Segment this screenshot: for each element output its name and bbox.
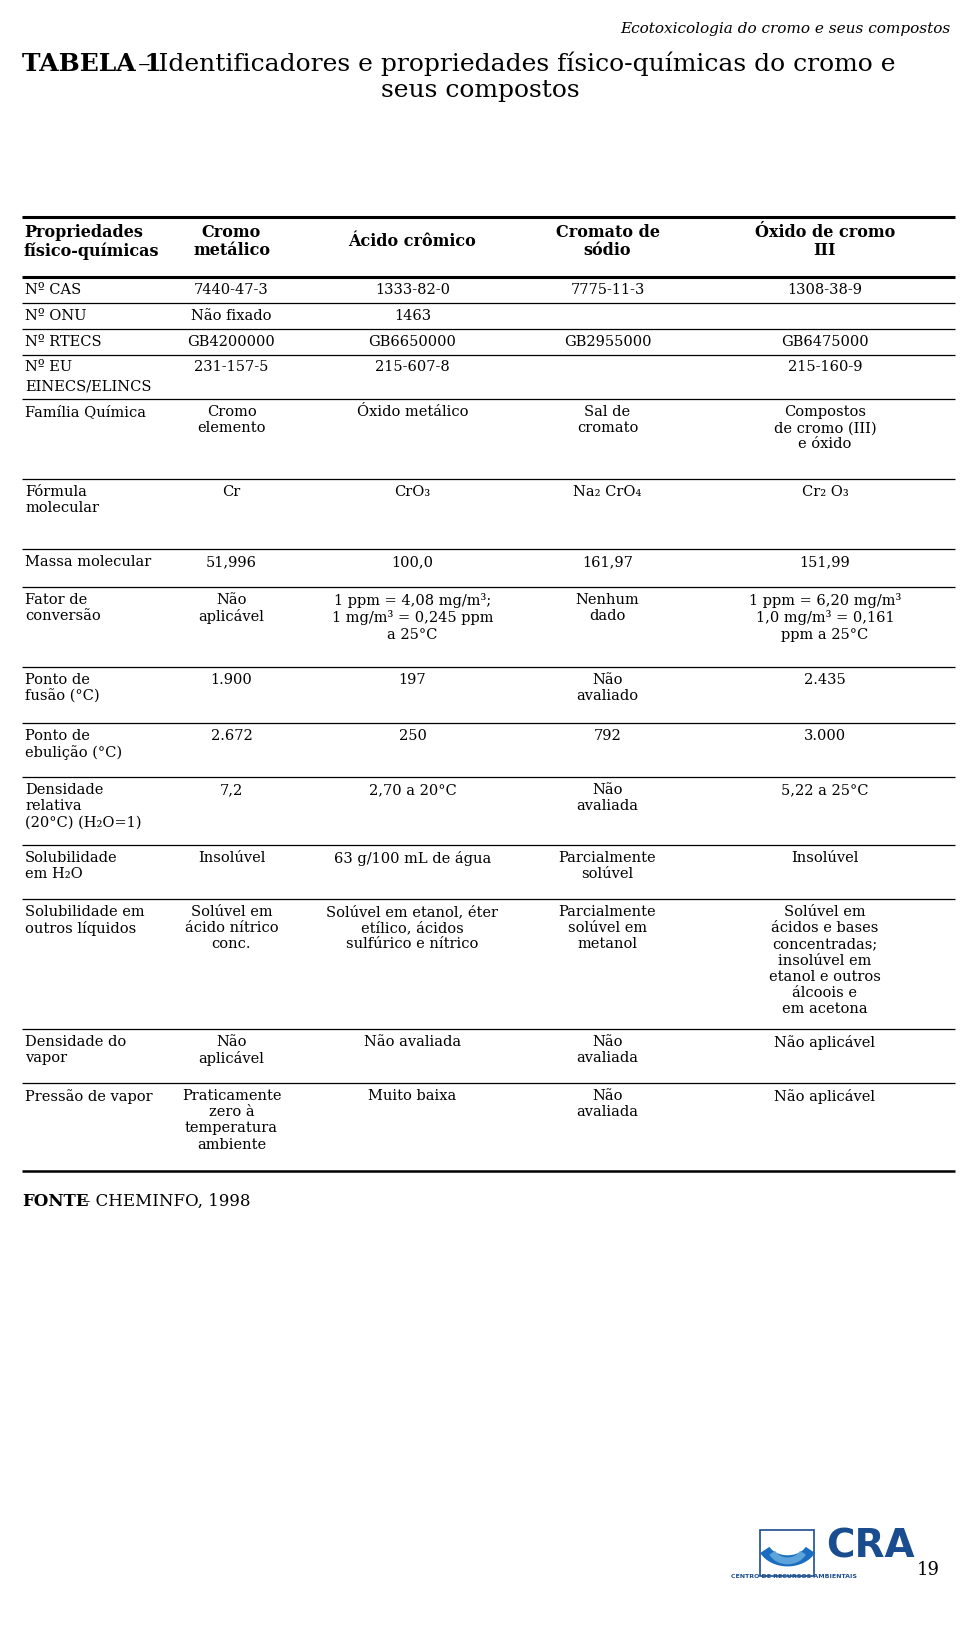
Text: Não fixado: Não fixado (191, 310, 272, 323)
Text: Solúvel em
ácido nítrico
conc.: Solúvel em ácido nítrico conc. (184, 904, 278, 952)
Text: 3.000: 3.000 (804, 730, 846, 743)
Text: Na₂ CrO₄: Na₂ CrO₄ (573, 484, 641, 499)
Text: Muito baixa: Muito baixa (369, 1089, 457, 1103)
Text: Nenhum
dado: Nenhum dado (576, 593, 639, 623)
Text: Não aplicável: Não aplicável (775, 1089, 876, 1103)
Text: Não aplicável: Não aplicável (775, 1034, 876, 1051)
Text: 5,22 a 25°C: 5,22 a 25°C (781, 782, 869, 797)
Text: 1463: 1463 (394, 310, 431, 323)
Text: 2.435: 2.435 (804, 674, 846, 687)
Text: Não
aplicável: Não aplicável (199, 593, 264, 624)
Text: 2.672: 2.672 (210, 730, 252, 743)
Text: Cromo: Cromo (202, 224, 261, 240)
Text: Densidade do
vapor: Densidade do vapor (25, 1034, 127, 1066)
Text: Fator de
conversão: Fator de conversão (25, 593, 101, 623)
Text: Óxido de cromo: Óxido de cromo (755, 224, 895, 240)
Text: Ácido crômico: Ácido crômico (348, 232, 476, 250)
Text: GB6475000: GB6475000 (781, 334, 869, 349)
Text: 7775-11-3: 7775-11-3 (570, 283, 645, 296)
Text: FONTE: FONTE (22, 1192, 88, 1211)
Text: 1 ppm = 4,08 mg/m³;
1 mg/m³ = 0,245 ppm
a 25°C: 1 ppm = 4,08 mg/m³; 1 mg/m³ = 0,245 ppm … (332, 593, 493, 642)
Text: GB2955000: GB2955000 (564, 334, 651, 349)
Text: Massa molecular: Massa molecular (25, 555, 152, 568)
Text: Parcialmente
solúvel: Parcialmente solúvel (559, 851, 657, 881)
Text: Ponto de
ebulição (°C): Ponto de ebulição (°C) (25, 730, 122, 761)
Text: 792: 792 (593, 730, 621, 743)
Text: Propriedades: Propriedades (24, 224, 143, 240)
Text: Solúvel em etanol, éter
etílico, ácidos
sulfúrico e nítrico: Solúvel em etanol, éter etílico, ácidos … (326, 904, 498, 952)
Text: Não
avaliada: Não avaliada (577, 1034, 638, 1066)
Text: 100,0: 100,0 (392, 555, 434, 568)
Text: Cromato de: Cromato de (556, 224, 660, 240)
Text: 1333-82-0: 1333-82-0 (375, 283, 450, 296)
Text: Nº CAS: Nº CAS (25, 283, 82, 296)
Text: 215-607-8: 215-607-8 (375, 361, 450, 374)
Text: Não
avaliada: Não avaliada (577, 782, 638, 814)
Text: 1308-38-9: 1308-38-9 (787, 283, 862, 296)
Text: 250: 250 (398, 730, 426, 743)
Text: Cromo
elemento: Cromo elemento (197, 405, 266, 435)
Text: CrO₃: CrO₃ (395, 484, 431, 499)
Text: Família Química: Família Química (25, 405, 146, 418)
Text: 51,996: 51,996 (206, 555, 257, 568)
Text: 1.900: 1.900 (210, 674, 252, 687)
Text: Não
aplicável: Não aplicável (199, 1034, 264, 1066)
Text: 231-157-5: 231-157-5 (194, 361, 269, 374)
Text: seus compostos: seus compostos (381, 79, 579, 102)
Text: Densidade
relativa
(20°C) (H₂O=1): Densidade relativa (20°C) (H₂O=1) (25, 782, 141, 830)
Text: sódio: sódio (584, 242, 632, 259)
Text: Nº ONU: Nº ONU (25, 310, 86, 323)
Text: 161,97: 161,97 (582, 555, 633, 568)
Text: Insolúvel: Insolúvel (198, 851, 265, 865)
Text: Nº EU: Nº EU (25, 361, 72, 374)
Text: Nº RTECS: Nº RTECS (25, 334, 102, 349)
Text: Solubilidade
em H₂O: Solubilidade em H₂O (25, 851, 118, 881)
Text: III: III (814, 242, 836, 259)
Text: Compostos
de cromo (III)
e óxido: Compostos de cromo (III) e óxido (774, 405, 876, 451)
Text: Ponto de
fusão (°C): Ponto de fusão (°C) (25, 674, 100, 703)
Text: GB6650000: GB6650000 (369, 334, 456, 349)
Text: Fórmula
molecular: Fórmula molecular (25, 484, 99, 516)
Text: – Identificadores e propriedades físico-químicas do cromo e: – Identificadores e propriedades físico-… (130, 53, 896, 76)
Text: metálico: metálico (193, 242, 270, 259)
Text: 7,2: 7,2 (220, 782, 243, 797)
Text: GB4200000: GB4200000 (187, 334, 276, 349)
Text: Praticamente
zero à
temperatura
ambiente: Praticamente zero à temperatura ambiente (181, 1089, 281, 1151)
Text: CRA: CRA (826, 1527, 915, 1565)
Text: Solubilidade em
outros líquidos: Solubilidade em outros líquidos (25, 904, 145, 937)
Text: TABELA 1: TABELA 1 (22, 53, 162, 76)
Text: físico-químicas: físico-químicas (24, 242, 159, 260)
Text: Ecotoxicologia do cromo e seus compostos: Ecotoxicologia do cromo e seus compostos (620, 21, 950, 36)
Text: Óxido metálico: Óxido metálico (357, 405, 468, 418)
Text: Insolúvel: Insolúvel (791, 851, 858, 865)
Text: Sal de
cromato: Sal de cromato (577, 405, 638, 435)
Text: Não
avaliada: Não avaliada (577, 1089, 638, 1120)
Text: 63 g/100 mL de água: 63 g/100 mL de água (334, 851, 492, 866)
Text: Parcialmente
solúvel em
metanol: Parcialmente solúvel em metanol (559, 904, 657, 952)
Text: Cr₂ O₃: Cr₂ O₃ (802, 484, 849, 499)
Text: 7440-47-3: 7440-47-3 (194, 283, 269, 296)
Text: Não avaliada: Não avaliada (364, 1034, 461, 1049)
Text: 215-160-9: 215-160-9 (788, 361, 862, 374)
Text: 197: 197 (398, 674, 426, 687)
Text: 2,70 a 20°C: 2,70 a 20°C (369, 782, 456, 797)
Text: 151,99: 151,99 (800, 555, 851, 568)
Text: EINECS/ELINCS: EINECS/ELINCS (25, 379, 152, 394)
Bar (760, 1530, 814, 1576)
Text: Cr: Cr (223, 484, 241, 499)
Text: Pressão de vapor: Pressão de vapor (25, 1089, 153, 1103)
Text: Solúvel em
ácidos e bases
concentradas;
insolúvel em
etanol e outros
álcoois e
e: Solúvel em ácidos e bases concentradas; … (769, 904, 881, 1016)
Text: CENTRO DE RECURSOS AMBIENTAIS: CENTRO DE RECURSOS AMBIENTAIS (731, 1573, 856, 1578)
Text: 19: 19 (917, 1561, 940, 1579)
Text: Não
avaliado: Não avaliado (576, 674, 638, 703)
Text: 1 ppm = 6,20 mg/m³
1,0 mg/m³ = 0,161
ppm a 25°C: 1 ppm = 6,20 mg/m³ 1,0 mg/m³ = 0,161 ppm… (749, 593, 901, 642)
Text: – CHEMINFO, 1998: – CHEMINFO, 1998 (82, 1192, 251, 1211)
